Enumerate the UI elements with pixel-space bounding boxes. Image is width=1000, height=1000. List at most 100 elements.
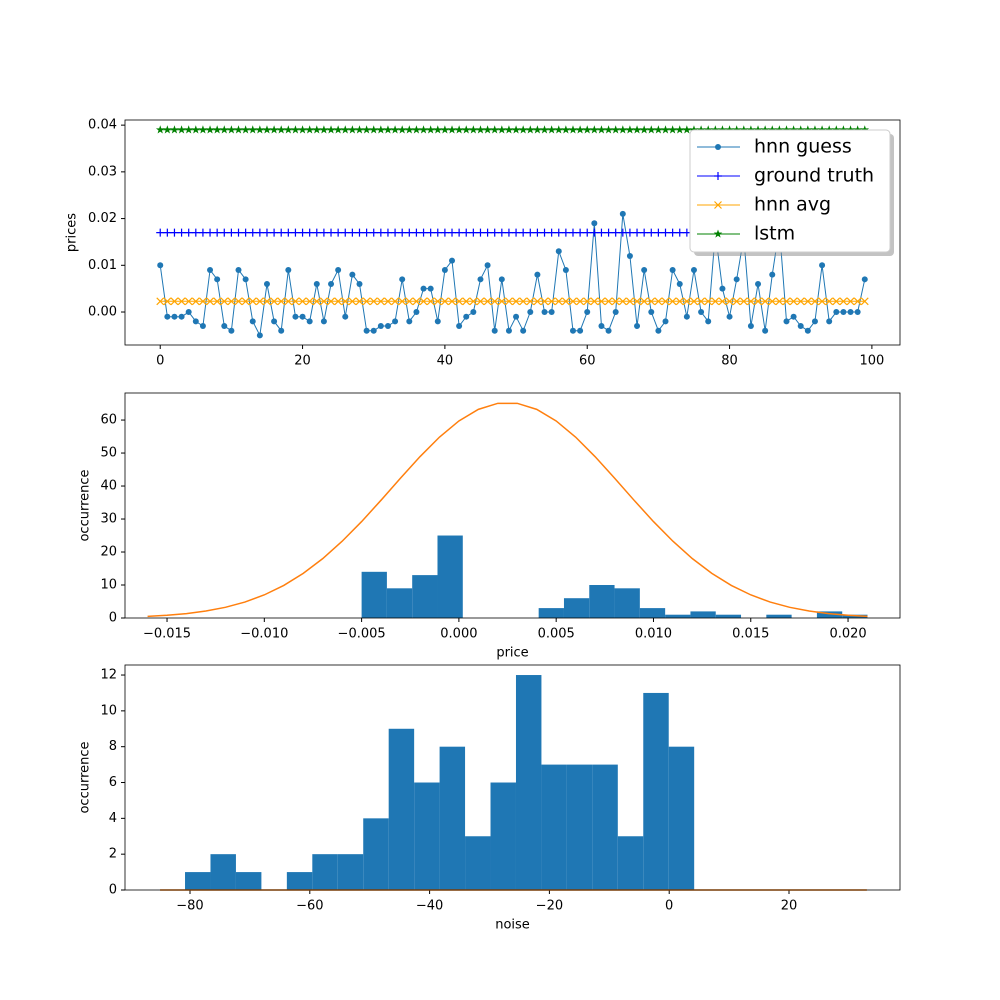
point [561,297,570,306]
point [348,125,357,134]
point [618,228,627,237]
legend-marker [714,172,722,180]
point [568,125,578,134]
point [220,228,229,237]
point [207,266,214,273]
y-axis-label: occurrence [78,741,93,813]
point [526,125,535,134]
legend-marker [714,201,722,209]
point [220,297,229,306]
axes-frame [124,119,901,346]
point [348,228,357,237]
point [484,262,491,269]
point [747,323,754,330]
point [463,313,470,320]
point [241,297,250,306]
point [156,297,165,306]
point [554,228,563,237]
point [341,228,350,237]
y-tick-label: 8 [109,739,117,754]
point [342,313,349,320]
point [405,125,414,134]
bar [665,614,691,618]
legend-label: hnn guess [754,136,852,158]
point [406,318,413,325]
legend-label: ground truth [754,165,874,187]
point [213,297,222,306]
legend-box [689,129,891,253]
point [191,228,200,237]
bar [388,728,415,890]
point [369,228,378,237]
point [490,297,499,306]
point [597,297,606,306]
point [198,125,208,134]
point [448,297,456,306]
point [782,297,791,306]
point [328,280,335,287]
point [184,297,193,306]
point [526,297,535,306]
point [177,297,186,306]
point [447,125,457,134]
point [497,228,506,237]
x-tick-label: 20 [294,354,311,369]
point [654,228,663,237]
point [184,125,193,134]
legend-marker [713,229,723,238]
y-tick-label: 0.00 [88,305,117,320]
point [861,276,868,283]
point [320,318,327,325]
point [483,228,492,237]
point [234,297,243,306]
point [355,228,364,237]
point [569,297,577,306]
point [156,228,165,237]
x-axis-label: noise [495,918,530,933]
bar [235,872,262,890]
point [504,228,513,237]
point [399,276,406,283]
point [234,228,243,237]
point [611,297,620,306]
point [427,285,434,292]
point [512,297,520,306]
point [313,280,320,287]
x-axis-label: price [496,646,528,661]
bar [715,614,742,618]
point [319,125,329,134]
point [760,125,770,134]
point [675,125,685,134]
point [305,297,314,306]
point [178,313,185,320]
point [803,297,812,306]
point [803,125,813,134]
point [682,297,691,306]
point [810,125,820,134]
point [157,262,164,269]
x-tick-label: −0.005 [338,627,386,642]
point [248,297,257,306]
point [696,125,706,134]
point [718,125,727,134]
point [262,125,272,134]
point [690,266,697,273]
point [420,285,427,292]
point [369,125,379,134]
point [270,228,279,237]
legend: hnn guess ground truth hnn avg lstm [689,129,894,256]
point [269,125,279,134]
point [604,297,613,306]
point [255,228,264,237]
point [476,297,485,306]
y-tick-label: 0.01 [88,258,117,273]
point [391,228,400,237]
point [155,125,165,134]
point [818,297,826,306]
point [711,125,720,134]
point [753,125,763,134]
x-tick-label: 80 [721,354,738,369]
point [632,125,642,134]
point [583,228,592,237]
point [483,125,492,134]
